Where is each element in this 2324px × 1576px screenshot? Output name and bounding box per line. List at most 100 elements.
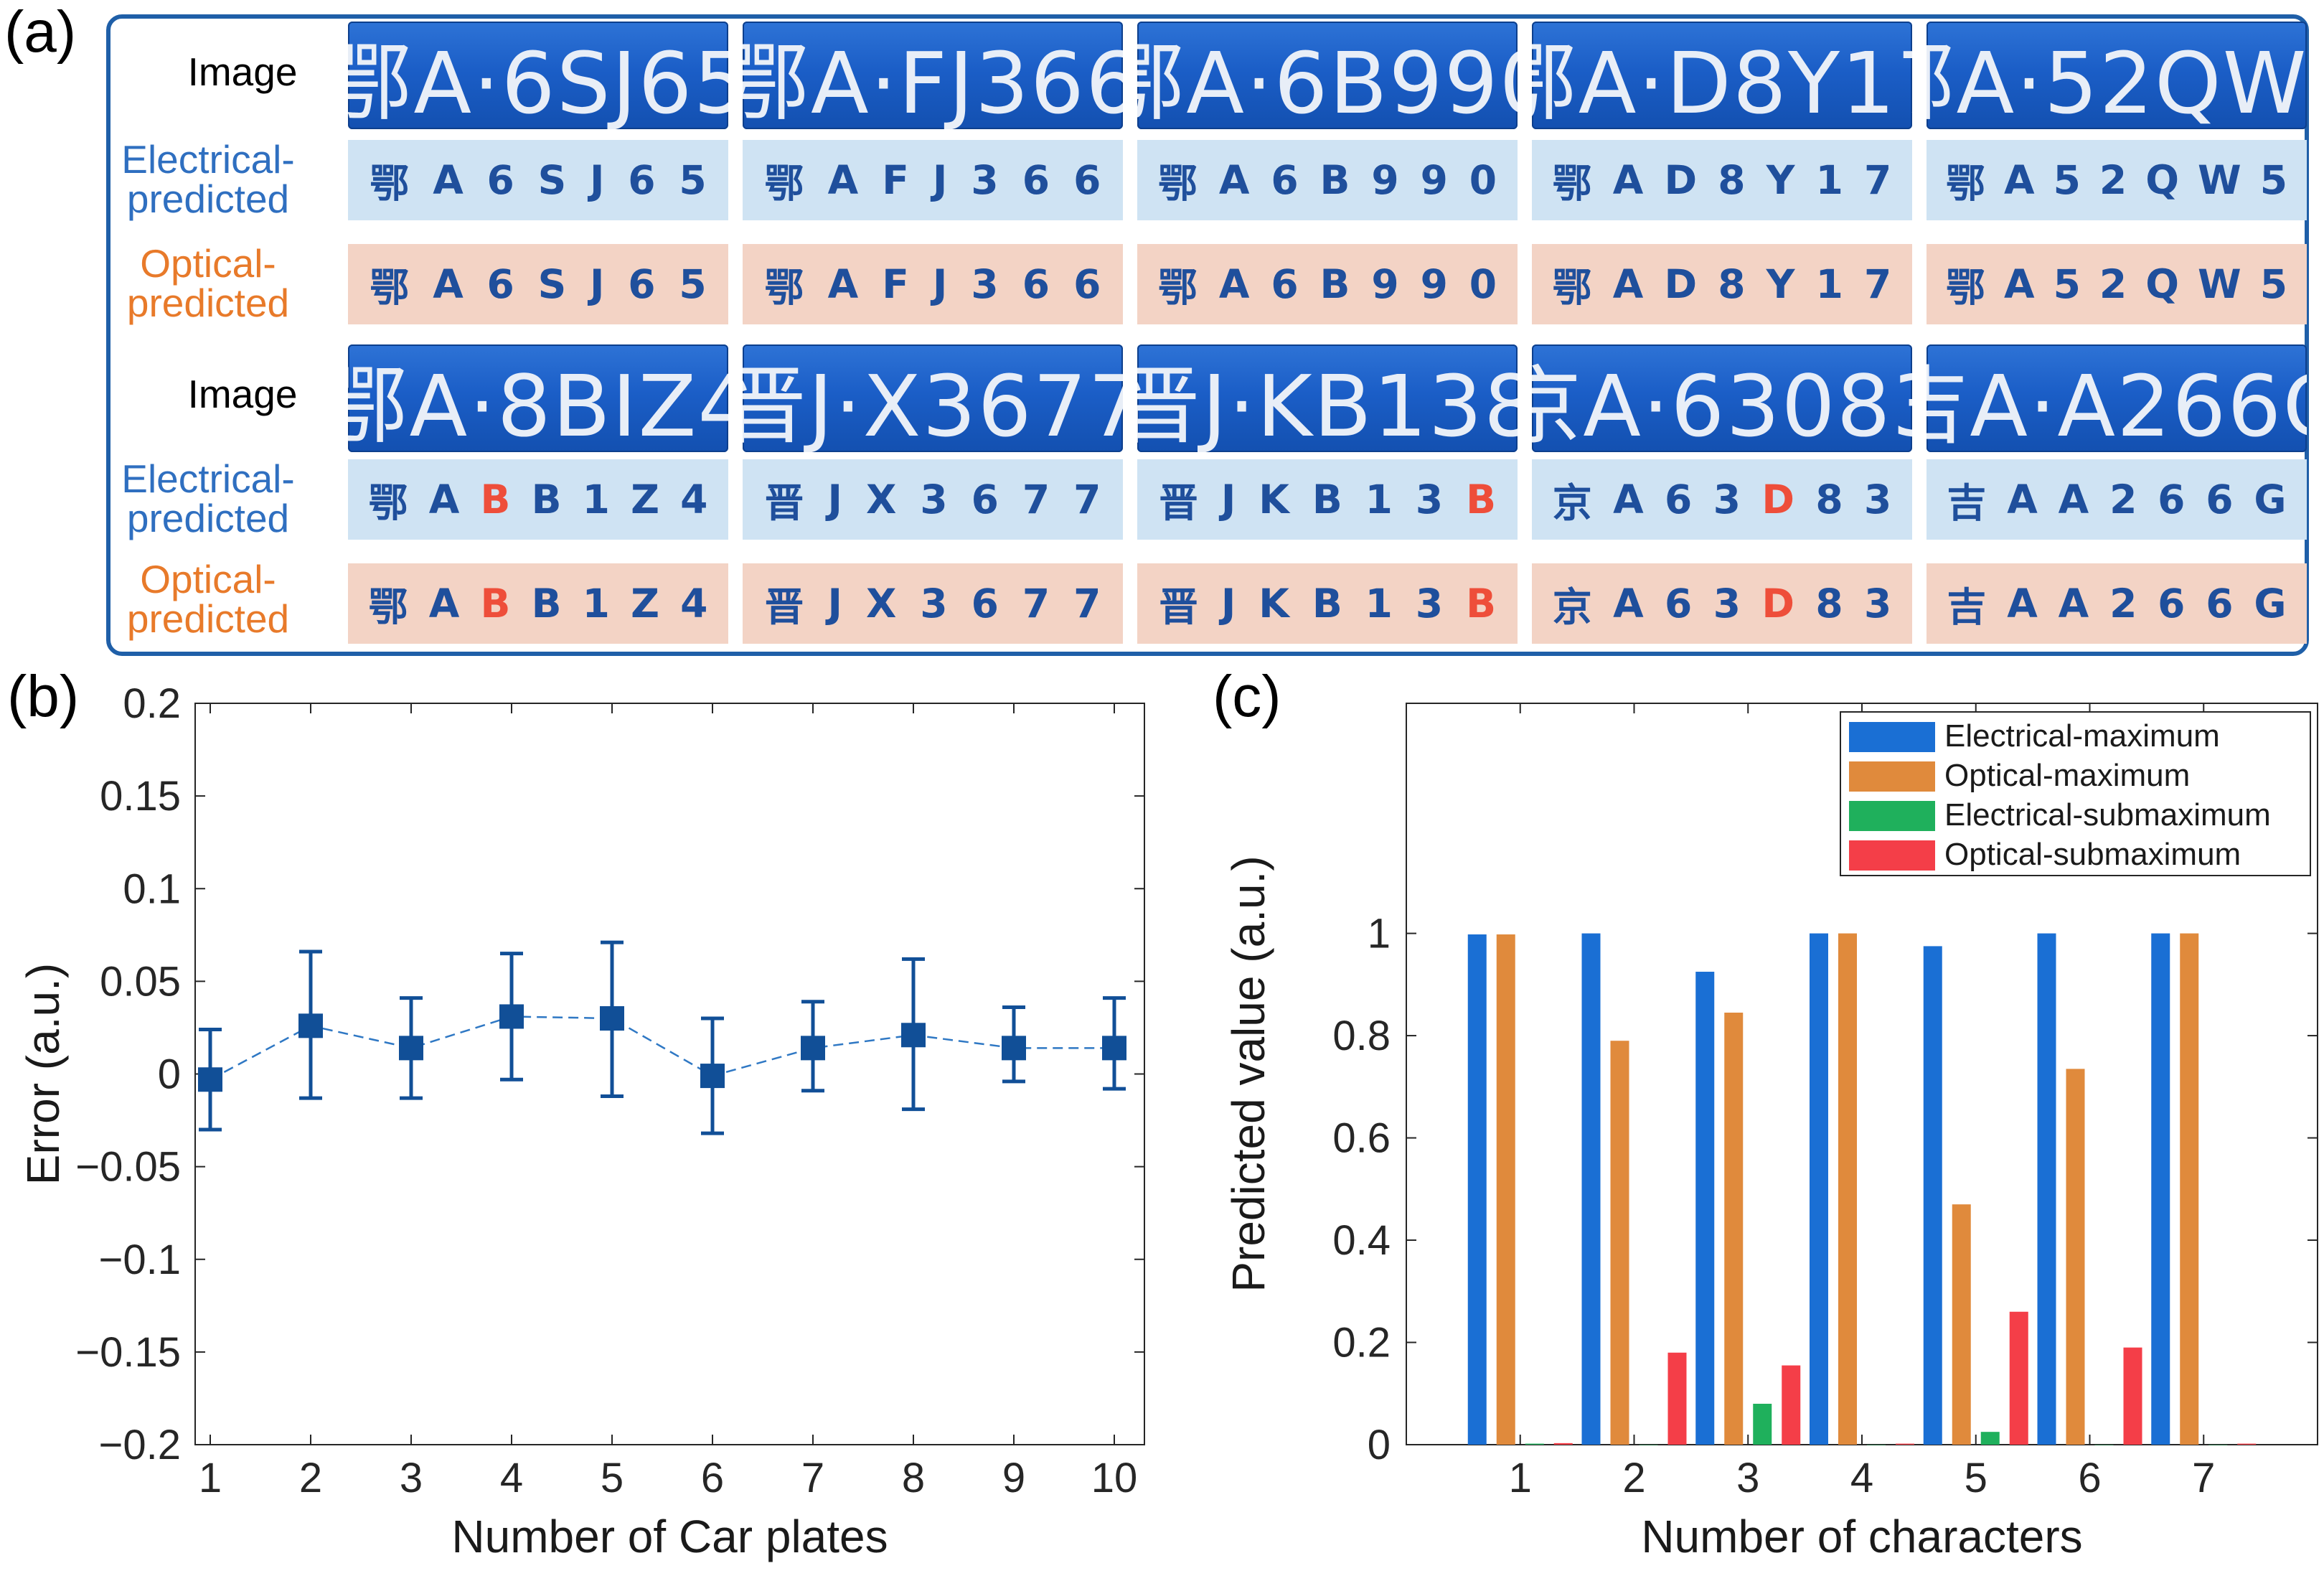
predicted-character: D [1761,581,1794,627]
predicted-character: 4 [680,477,708,522]
legend-label: Optical-maximum [1944,758,2190,793]
predicted-character: 鄂 [370,265,410,311]
x-tick-label: 4 [1850,1455,1873,1501]
predicted-character: B [1319,261,1350,307]
predicted-character: A [428,581,460,627]
predicted-character: 2 [2099,261,2127,307]
predicted-character: J [590,261,605,307]
predicted-character: J [932,157,948,203]
predicted-character: 6 [1022,261,1050,307]
y-tick-label: −0.1 [99,1237,182,1283]
predicted-character: D [1761,477,1794,522]
predicted-character: J [590,157,605,203]
predicted-character: 8 [1718,261,1746,307]
x-tick-label: 7 [801,1455,824,1501]
bar-optical-maximum [2066,1069,2085,1445]
predicted-character: A [1612,261,1644,307]
predicted-character: Y [1766,157,1795,203]
predicted-character: 晋 [764,480,804,526]
error-point [901,1023,926,1048]
predicted-character: 鄂 [764,161,804,207]
predicted-character: 3 [1415,581,1444,627]
predicted-character: K [1259,477,1289,522]
predicted-character: 京 [1552,584,1592,630]
predicted-character: B [531,581,562,627]
panel-b-letter: (b) [7,664,80,729]
predicted-character: D [1664,157,1698,203]
bar-optical-submaximum [1667,1352,1687,1445]
predicted-character: J [932,261,948,307]
predicted-character: 8 [1815,477,1843,522]
error-point [801,1036,825,1061]
row-label-optical-2: Optical- predicted [126,557,290,641]
y-tick-label: 1 [1368,911,1391,957]
bar-electrical-maximum [1810,933,1828,1445]
x-tick-label: 1 [1509,1455,1532,1501]
car-plate-text: 晋J·KB138 [1137,356,1518,453]
predicted-character: 6 [628,157,656,203]
y-tick-label: 0 [158,1051,181,1098]
predicted-character: 鄂 [368,480,408,526]
legend-swatch [1849,761,1935,792]
error-point [399,1036,423,1061]
predicted-character: 5 [679,157,707,203]
error-point [298,1013,323,1038]
y-tick-label: 0.6 [1332,1115,1391,1162]
car-plate-text: 鄂A·6SJ65 [348,33,728,130]
predicted-character: 8 [1815,581,1843,627]
error-point [1002,1036,1026,1061]
predicted-character: 6 [2158,581,2186,627]
bar-optical-submaximum [2123,1347,2142,1445]
bar-optical-maximum [2180,933,2199,1445]
predicted-character: 7 [1022,477,1050,522]
predicted-character: G [2254,581,2287,627]
predicted-character: 2 [2109,477,2137,522]
predicted-character: 3 [920,581,948,627]
x-tick-label: 10 [1091,1455,1138,1501]
predicted-character: A [2004,157,2035,203]
predicted-character: A [428,477,460,522]
predicted-character: A [1218,261,1250,307]
x-tick-label: 3 [400,1455,423,1501]
predicted-character: 8 [1718,157,1746,203]
predicted-character: 0 [1469,157,1497,203]
predicted-character: 吉 [1947,480,1987,526]
predicted-character: S [537,157,567,203]
y-tick-label: 0.05 [100,958,181,1005]
predicted-character: Q [2145,261,2179,307]
x-axis-label: Number of Car plates [451,1511,888,1562]
bar-electrical-submaximum [1980,1432,2000,1445]
predicted-character: A [2007,581,2038,627]
predicted-character: D [1664,261,1698,307]
predicted-character: B [1319,157,1350,203]
x-tick-label: 5 [1965,1455,1987,1501]
predicted-character: A [1612,157,1644,203]
row-label-image-2: Image [187,372,298,416]
predicted-character: 0 [1469,261,1497,307]
predicted-character: 3 [1415,477,1444,522]
predicted-character: A [2007,477,2038,522]
predicted-character: A [1613,477,1644,522]
predicted-character: B [1466,477,1496,522]
x-axis-label: Number of characters [1641,1511,2082,1562]
row-label-electrical-2: Electrical- predicted [121,456,295,540]
predicted-character: A [2004,261,2035,307]
predicted-character: A [1613,581,1644,627]
predicted-character: 6 [2206,477,2234,522]
bar-optical-maximum [1496,934,1515,1445]
bar-electrical-maximum [1581,933,1601,1445]
predicted-character: 6 [486,157,514,203]
predicted-character: Z [631,477,659,522]
predicted-character: X [865,477,897,522]
car-plate-image: 晋J·KB138 [1137,344,1518,452]
error-chart: 0.2 0.15 0.1 0.05 0 −0.05 −0.1 −0.15 −0.2 1 2 3 4 5 6 7… [17,680,1145,1562]
car-plate-image: 晋J·X3677 [743,344,1123,452]
